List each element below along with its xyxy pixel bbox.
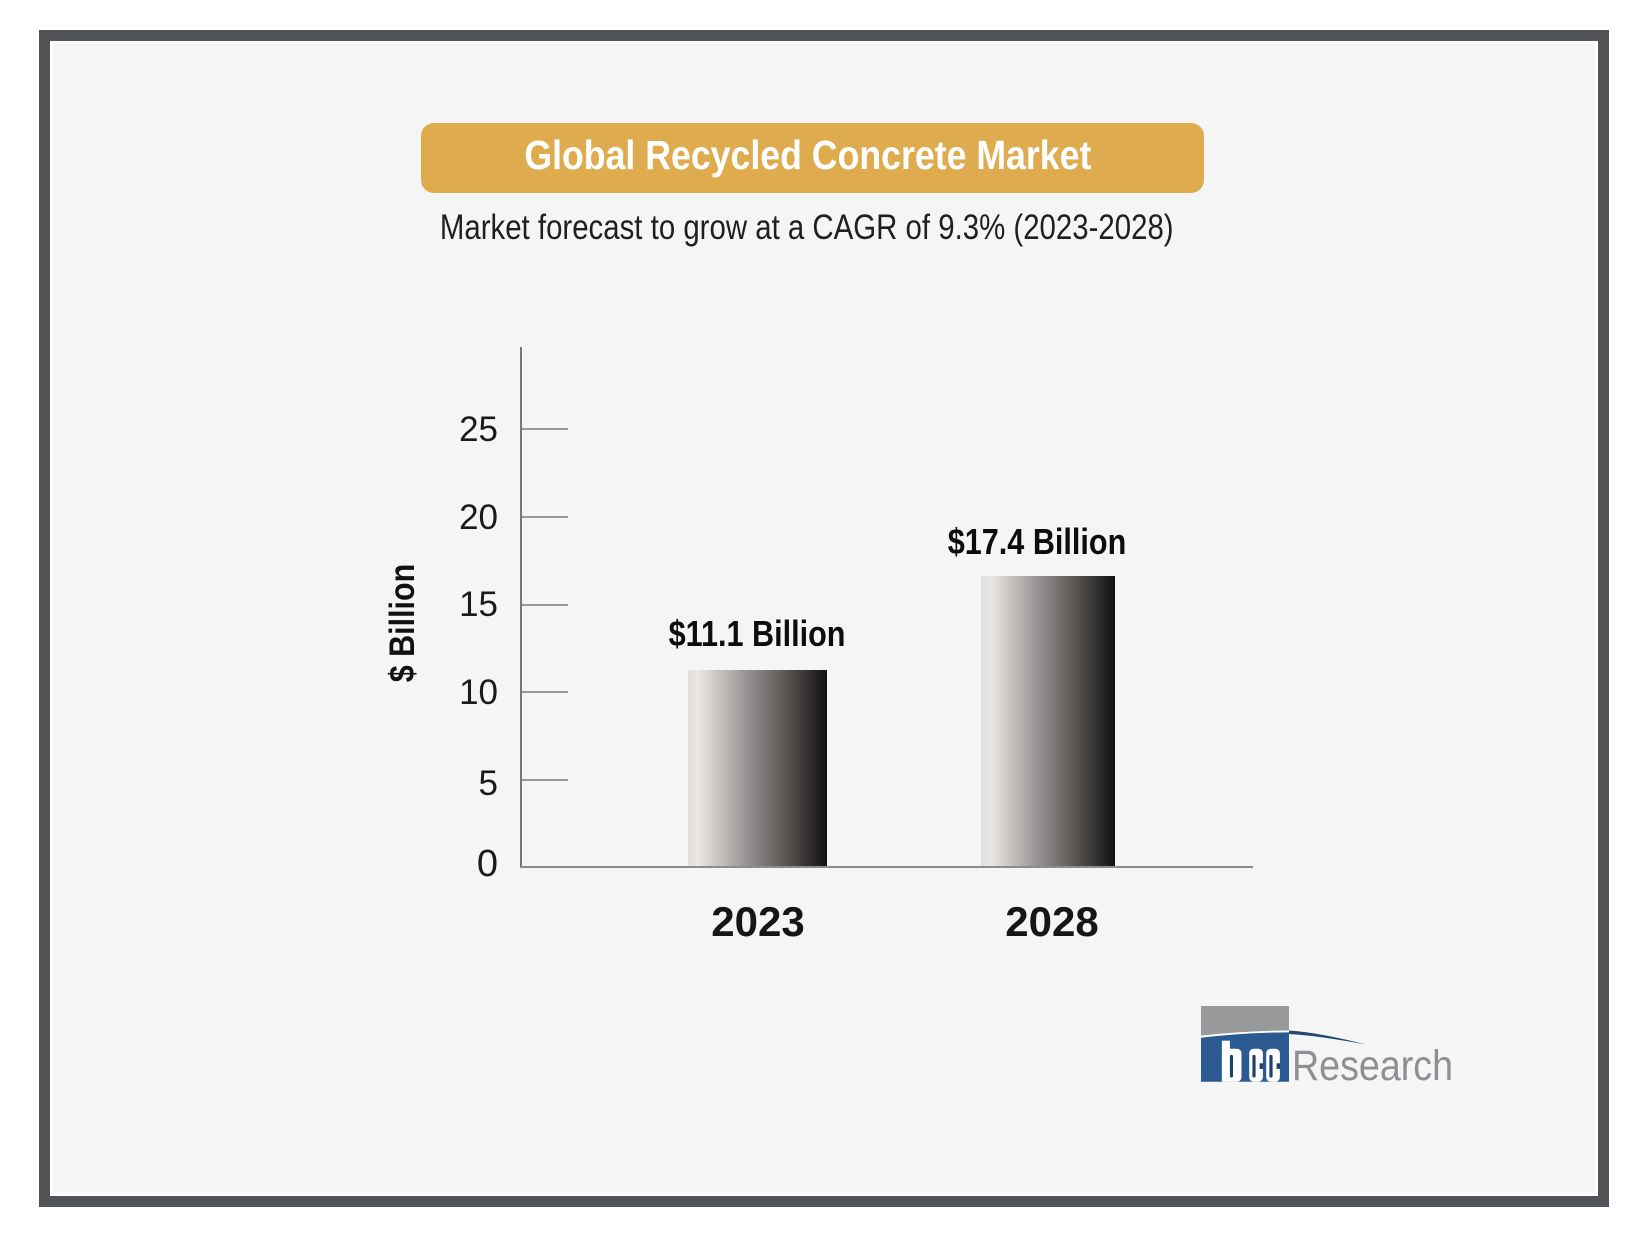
svg-text:Research: Research [1292, 1042, 1453, 1090]
